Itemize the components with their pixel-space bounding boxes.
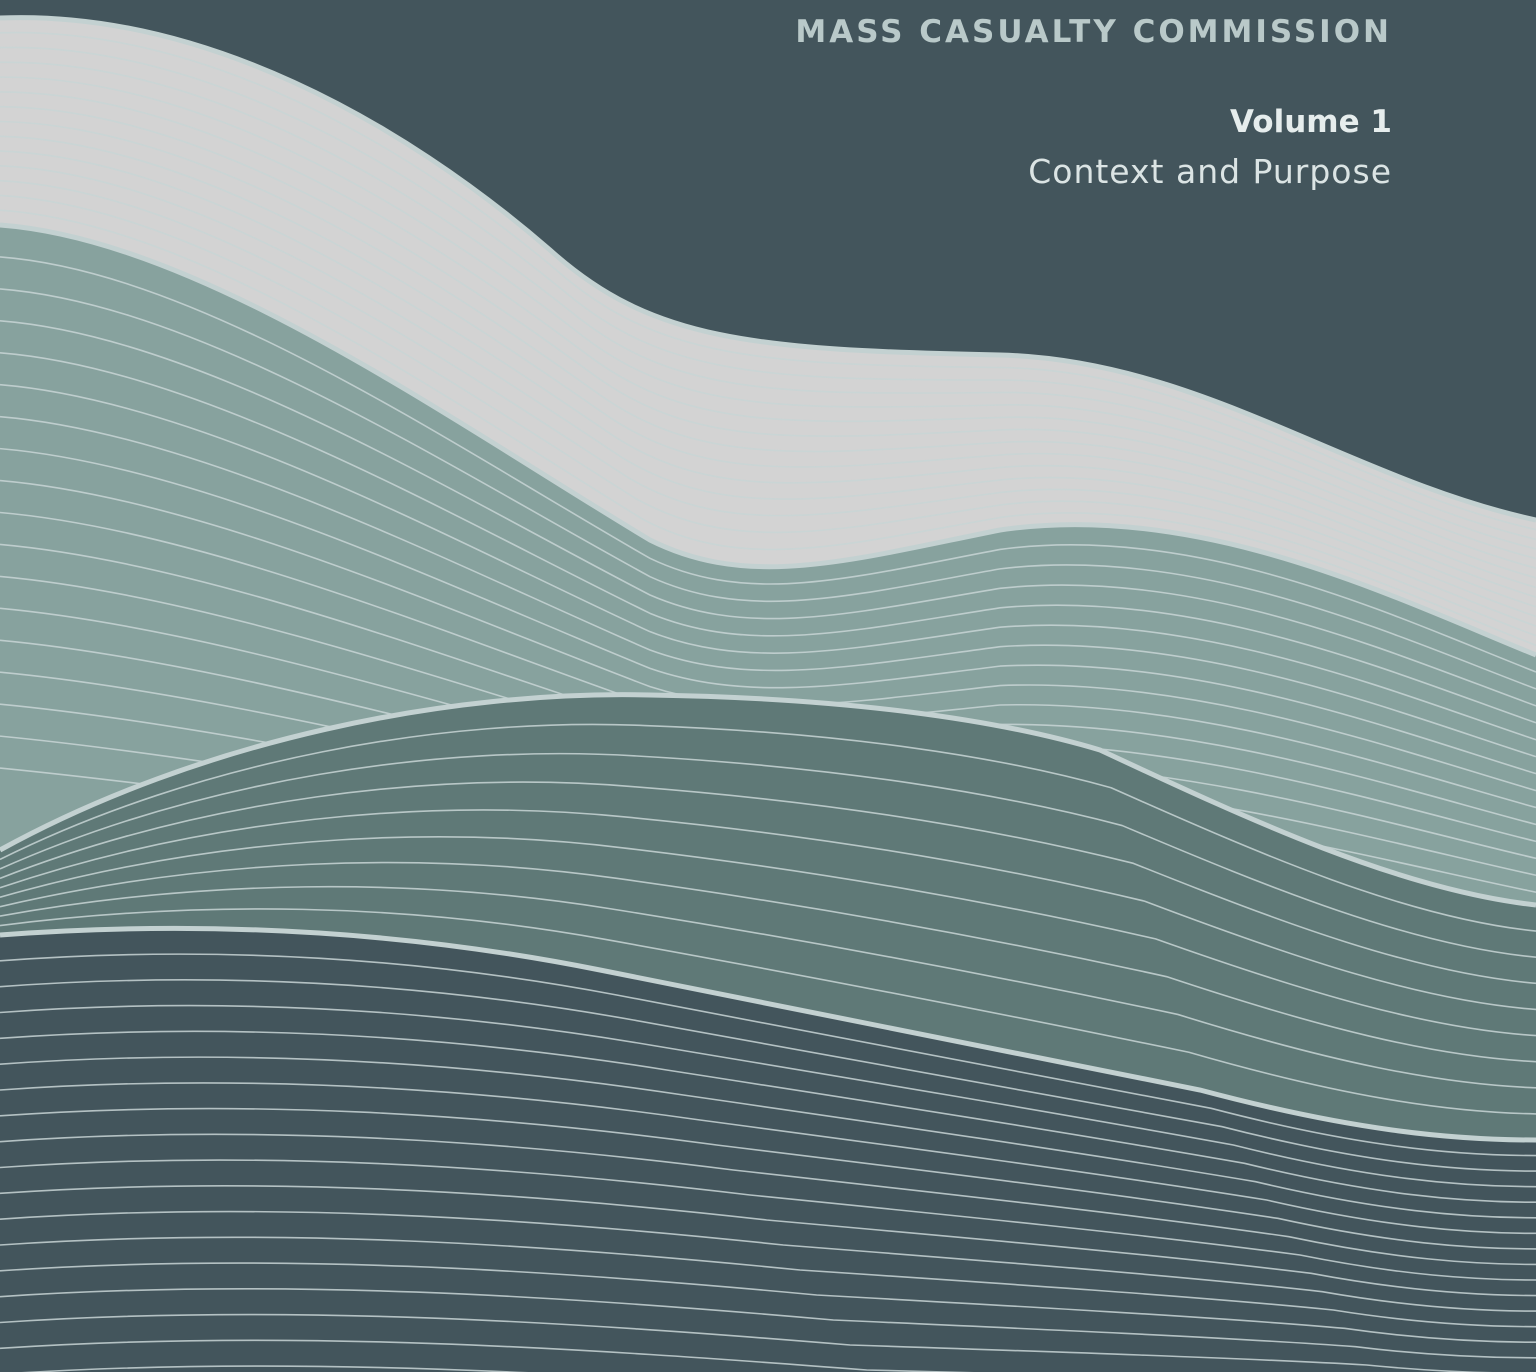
cover-art: [0, 0, 1536, 1372]
page: MASS CASUALTY COMMISSION Volume 1 Contex…: [0, 0, 1536, 1372]
volume: Volume 1: [1230, 104, 1392, 140]
organization: MASS CASUALTY COMMISSION: [795, 14, 1392, 50]
subtitle: Context and Purpose: [1028, 152, 1392, 191]
